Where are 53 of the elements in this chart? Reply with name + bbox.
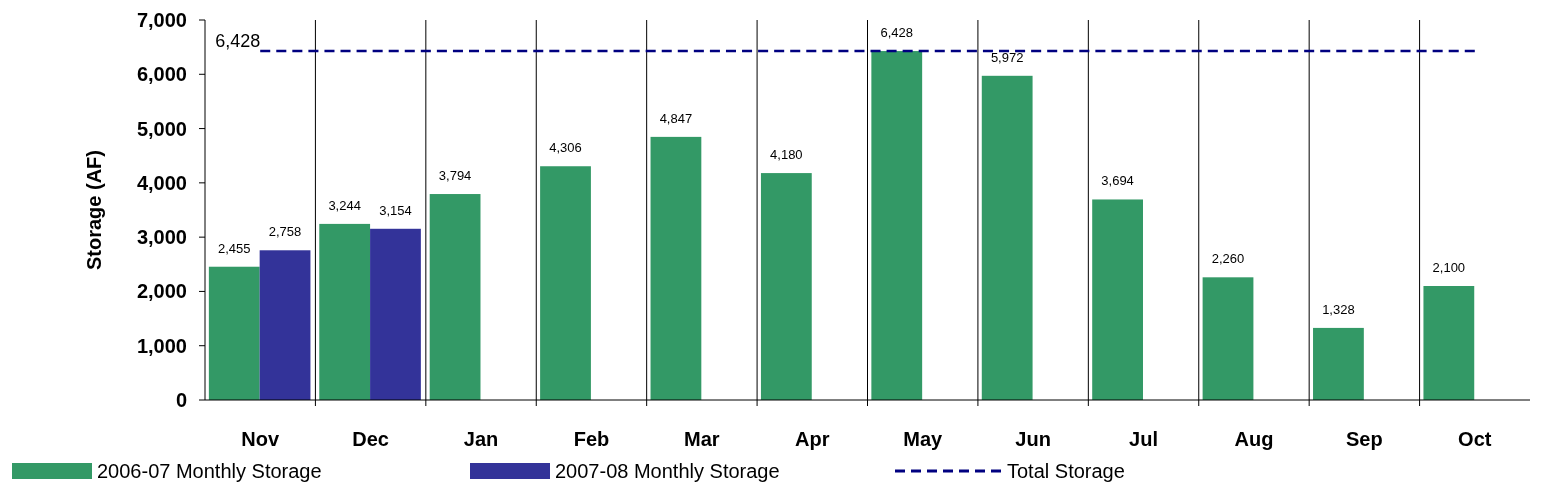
bar [1202, 277, 1254, 400]
bar [319, 223, 371, 400]
data-label: 2,758 [268, 224, 302, 240]
bar [259, 250, 311, 400]
y-tick-label: 5,000 [136, 117, 187, 140]
legend-label: Total Storage [1007, 460, 1125, 482]
data-label: 3,244 [328, 197, 361, 213]
data-label: 2,260 [1211, 251, 1245, 267]
data-label: 2,100 [1432, 260, 1466, 275]
data-label: 4,306 [549, 140, 582, 156]
y-tick-label: 0 [175, 389, 187, 411]
x-tick-label: Apr [795, 428, 830, 450]
y-tick-label: 7,000 [136, 9, 187, 31]
x-tick-label: Jan [463, 428, 499, 450]
bar [1313, 327, 1364, 400]
data-label: 4,847 [659, 110, 693, 126]
bar [208, 266, 260, 400]
bar [650, 136, 702, 400]
bar [1092, 199, 1143, 400]
y-axis-title: Storage (AF) [83, 150, 105, 270]
data-label: 3,794 [438, 168, 472, 184]
data-label: 1,328 [1322, 301, 1355, 317]
legend-label: 2006-07 Monthly Storage [97, 460, 322, 482]
bar [370, 228, 421, 400]
data-label: 2,455 [217, 240, 251, 256]
bar [871, 51, 923, 400]
data-label: 6,428 [880, 25, 914, 41]
x-tick-label: Mar [684, 428, 720, 450]
y-tick-label: 1,000 [136, 334, 187, 357]
bar [540, 166, 591, 400]
bar [1423, 286, 1475, 400]
x-tick-label: Feb [573, 428, 610, 450]
x-tick-label: Dec [352, 428, 389, 450]
x-tick-label: Oct [1458, 428, 1492, 450]
data-label: 4,180 [770, 147, 803, 163]
y-tick-label: 3,000 [136, 226, 187, 249]
bar [429, 194, 481, 400]
annotation: 6,428 [215, 31, 261, 52]
x-tick-label: Jul [1129, 428, 1158, 450]
bar [760, 173, 812, 400]
y-tick-label: 4,000 [136, 171, 187, 194]
y-tick-label: 2,000 [136, 280, 187, 303]
x-tick-label: Aug [1234, 428, 1274, 450]
x-tick-label: Nov [241, 428, 280, 450]
data-label: 3,694 [1101, 173, 1134, 189]
x-tick-label: May [903, 428, 944, 450]
legend-label: 2007-08 Monthly Storage [555, 460, 780, 482]
x-tick-label: Jun [1015, 428, 1051, 450]
bar [981, 75, 1033, 400]
data-label: 3,154 [379, 202, 412, 218]
y-tick-label: 6,000 [136, 63, 187, 86]
x-tick-label: Sep [1346, 428, 1383, 450]
data-label: 5,972 [990, 49, 1024, 65]
